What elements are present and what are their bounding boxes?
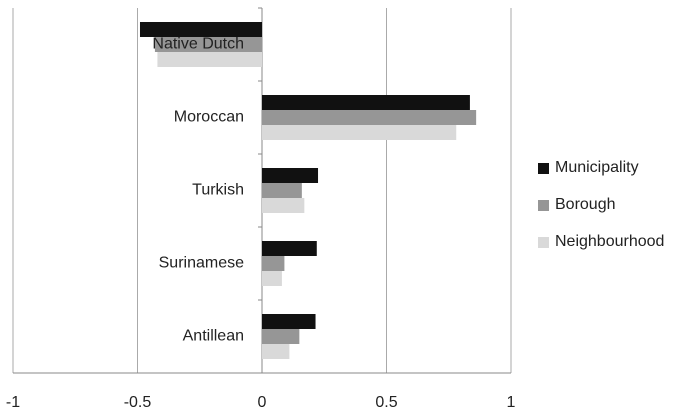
y-tick-label: Surinamese <box>159 255 244 272</box>
x-tick-label: 0.5 <box>375 394 397 411</box>
y-tick-label: Turkish <box>192 182 244 199</box>
x-tick-label: -1 <box>6 394 20 411</box>
legend-swatch <box>538 163 549 174</box>
bar <box>157 52 262 67</box>
bar <box>262 241 317 256</box>
bar <box>262 110 477 125</box>
legend-label: Borough <box>555 196 616 213</box>
bar <box>154 37 262 52</box>
x-tick-label: 0 <box>258 394 267 411</box>
legend-swatch <box>538 200 549 211</box>
bar <box>262 183 302 198</box>
x-tick-label: -0.5 <box>124 394 152 411</box>
legend-label: Neighbourhood <box>555 233 664 250</box>
x-tick-label: 1 <box>507 394 516 411</box>
bar <box>262 168 319 183</box>
bar <box>139 22 262 37</box>
bar <box>262 198 305 213</box>
bar <box>262 95 470 110</box>
bar <box>262 329 300 344</box>
legend-swatch <box>538 237 549 248</box>
bar <box>262 256 285 271</box>
bar <box>262 271 282 286</box>
bar <box>262 125 457 140</box>
y-tick-label: Native Dutch <box>152 36 244 53</box>
y-tick-label: Antillean <box>183 328 244 345</box>
bar <box>262 314 316 329</box>
bar <box>262 344 290 359</box>
legend-label: Municipality <box>555 159 639 176</box>
y-tick-label: Moroccan <box>174 109 244 126</box>
